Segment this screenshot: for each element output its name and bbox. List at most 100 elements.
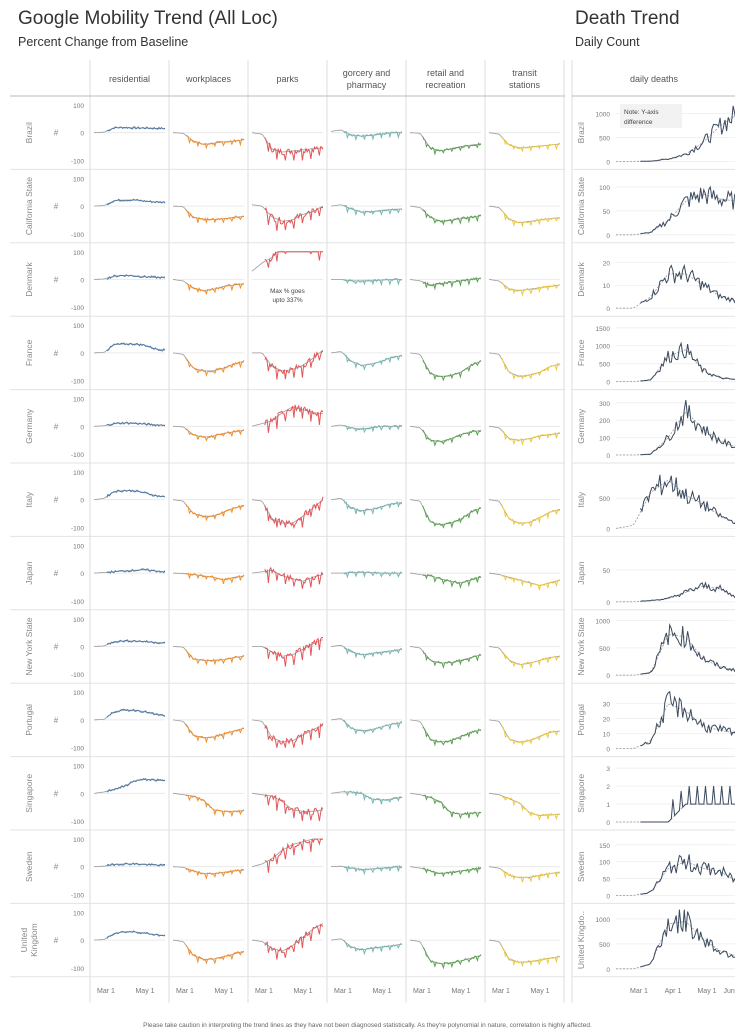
death-y-tick-label: 100 [599, 436, 610, 443]
death-y-tick-label: 1000 [596, 619, 611, 626]
mobility-series-line [343, 499, 403, 517]
x-tick-label: Mar 1 [255, 988, 273, 995]
trend-line [93, 490, 166, 501]
y-tick-label: 0 [80, 351, 84, 358]
death-y-tick-label: 0 [606, 820, 610, 827]
death-series-line [640, 786, 735, 823]
x-tick-label: May 1 [135, 988, 154, 995]
trend-line [488, 425, 561, 441]
header-transit-stations-line2: stations [509, 80, 541, 90]
row-marker: # [54, 643, 59, 652]
mobility-series-line [264, 206, 324, 231]
death-y-tick-label: 1000 [596, 344, 611, 351]
trend-line [172, 132, 245, 145]
mobility-series-line [106, 568, 166, 574]
trend-line [488, 352, 561, 377]
death-trend-line [616, 803, 735, 823]
death-y-tick-label: 30 [603, 701, 611, 708]
y-tick-label: -100 [71, 379, 84, 386]
footnote: Please take caution in interpreting the … [143, 1022, 592, 1029]
country-label-line2: Kingdom [29, 923, 39, 957]
death-trend-line [616, 273, 735, 309]
row-marker: # [54, 422, 59, 431]
death-y-tick-label: 200 [599, 418, 610, 425]
note-box [620, 104, 682, 128]
header-retail-and-recreation: retail and [427, 68, 464, 78]
death-country-label: Singapore [576, 774, 586, 813]
y-tick-label: 100 [73, 690, 84, 697]
y-tick-label: -100 [71, 672, 84, 679]
mobility-series-line [422, 136, 482, 156]
death-y-tick-label: 50 [603, 568, 611, 575]
death-y-tick-label: 10 [603, 731, 611, 738]
mobility-series-line [264, 404, 324, 433]
y-tick-label: 100 [73, 397, 84, 404]
header-gorcery-and-pharmacy-line2: pharmacy [347, 80, 387, 90]
death-y-tick-label: 2 [606, 784, 610, 791]
death-series-line [640, 854, 735, 895]
death-y-tick-label: 150 [599, 843, 610, 850]
death-y-tick-label: 10 [603, 283, 611, 290]
x-tick-label: May 1 [530, 988, 549, 995]
death-y-tick-label: 0 [606, 600, 610, 607]
trend-line [172, 352, 245, 372]
header-retail-and-recreation-line2: recreation [425, 80, 465, 90]
death-y-tick-label: 0 [606, 967, 610, 974]
death-trend-line [616, 585, 735, 603]
death-country-label: Italy [576, 491, 586, 507]
trend-line [488, 279, 561, 291]
mobility-series-line [185, 572, 245, 584]
mobility-series-line [185, 504, 245, 522]
mobility-series-line [343, 790, 403, 805]
death-y-tick-label: 1000 [596, 112, 611, 119]
y-tick-label: 100 [73, 323, 84, 330]
mobility-series-line [501, 575, 561, 591]
death-country-label: New York State [576, 617, 586, 675]
header-parks: parks [276, 74, 299, 84]
y-tick-label: 0 [80, 938, 84, 945]
death-y-tick-label: 20 [603, 716, 611, 723]
death-series-line [640, 105, 735, 162]
death-series-line [640, 399, 735, 456]
mobility-series-line [106, 274, 166, 280]
mobility-series-line [422, 866, 482, 878]
death-country-label: Germany [576, 408, 586, 444]
mobility-series-line [185, 649, 245, 666]
mobility-series-line [106, 930, 166, 939]
row-marker: # [54, 129, 59, 138]
mobility-series-line [264, 636, 324, 667]
mobility-series-line [501, 504, 561, 528]
trend-line [488, 132, 561, 149]
trend-line [409, 719, 482, 743]
y-axis-note: Note: Y-axis [624, 109, 659, 116]
y-tick-label: 100 [73, 543, 84, 550]
mobility-series-line [422, 209, 482, 226]
mobility-series-line [264, 794, 324, 822]
trend-line [172, 719, 245, 739]
header-daily-deaths: daily deaths [630, 74, 679, 84]
country-label: Singapore [24, 774, 34, 813]
country-label: New York State [24, 617, 34, 675]
y-tick-label: 100 [73, 910, 84, 917]
parks-max-note-line2: upto 337% [272, 297, 303, 304]
country-label: France [24, 339, 34, 366]
mobility-series-line [106, 777, 166, 793]
mobility-series-line [501, 357, 561, 381]
country-label: Italy [24, 491, 34, 507]
death-y-tick-label: 300 [599, 401, 610, 408]
mobility-series-line [264, 137, 324, 161]
header-residential: residential [109, 74, 150, 84]
death-title: Death Trend [575, 8, 680, 29]
trend-line [172, 499, 245, 517]
mobility-series-line [264, 496, 324, 529]
y-tick-label: -100 [71, 966, 84, 973]
mobility-series-line [501, 945, 560, 968]
y-tick-label: 0 [80, 571, 84, 578]
mobility-series-line [264, 838, 324, 873]
death-y-tick-label: 0 [606, 526, 610, 533]
mobility-series-line [422, 359, 482, 382]
death-y-tick-label: 0 [606, 380, 610, 387]
mobility-series-line [185, 357, 245, 377]
death-trend-line [615, 479, 735, 529]
death-series-line [640, 622, 735, 675]
